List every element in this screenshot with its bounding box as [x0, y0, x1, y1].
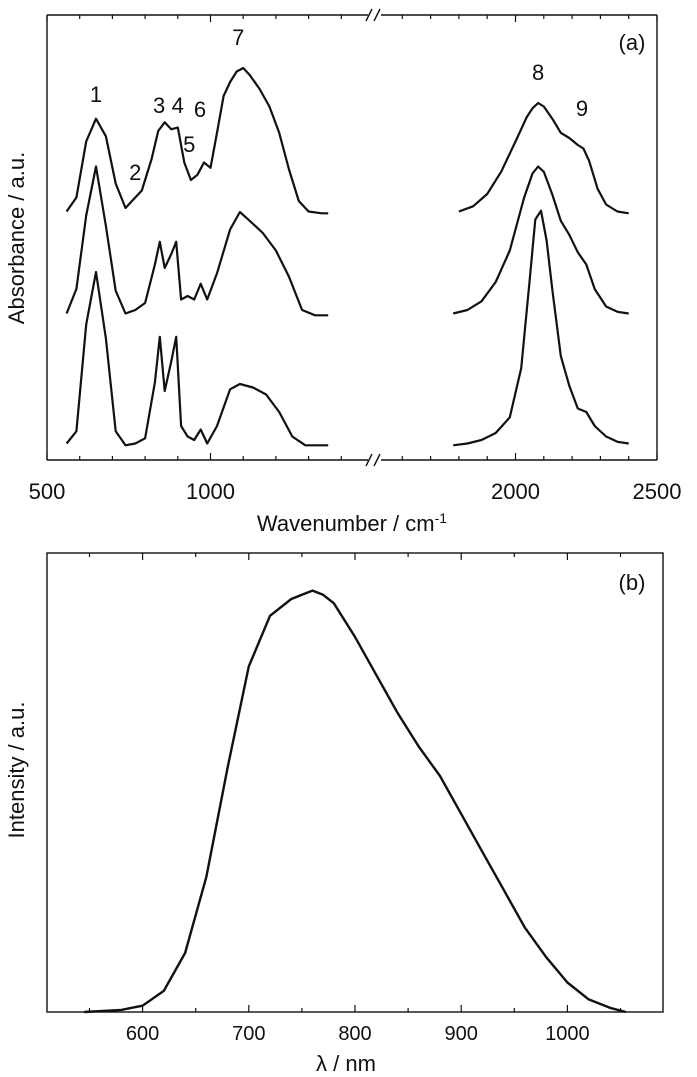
axis-break-top-0 — [365, 8, 373, 22]
peak-label-8: 8 — [532, 60, 544, 85]
x-axis-label-a-sup: -1 — [435, 510, 448, 526]
spectrum-a-2-low — [65, 165, 329, 317]
spectrum-a-3-high — [453, 209, 629, 447]
peak-label-2: 2 — [129, 160, 141, 185]
x-tick-label-a: 500 — [29, 479, 66, 504]
axis-break-bottom-0 — [365, 453, 373, 467]
panel-a: 500 1000 2000 2500 Wavenumber / cm-1 Absorban… — [4, 8, 682, 536]
x-tick-label-b: 1000 — [545, 1023, 590, 1045]
x-axis-label-b: λ / nm — [316, 1051, 376, 1076]
peak-label-5: 5 — [183, 132, 195, 157]
spectrum-a-1-high — [458, 101, 629, 215]
x-axis-label-a: Wavenumber / cm-1 — [257, 510, 447, 536]
x-tick-label-a: 2000 — [491, 479, 540, 504]
spectrum-a-3-low — [65, 270, 329, 447]
spectrum-a-2-high — [452, 165, 629, 315]
x-tick-label-b: 800 — [338, 1023, 371, 1045]
peak-label-1: 1 — [90, 82, 102, 107]
panel-label-b: (b) — [619, 570, 646, 595]
x-tick-label-b: 700 — [232, 1023, 265, 1045]
peak-label-6: 6 — [194, 97, 206, 122]
peak-label-7: 7 — [232, 25, 244, 50]
plot-frame-b — [46, 552, 664, 1013]
emission-spectrum-b — [84, 589, 627, 1014]
axis-break-bottom-1 — [373, 453, 381, 467]
x-tick-label-a: 1000 — [186, 479, 235, 504]
spectrum-a-1-low — [65, 66, 329, 215]
x-tick-label-b: 600 — [126, 1023, 159, 1045]
y-axis-label-a: Absorbance / a.u. — [4, 152, 29, 324]
peak-label-4: 4 — [172, 93, 184, 118]
x-tick-label-b: 900 — [445, 1023, 478, 1045]
y-axis-label-b: Intensity / a.u. — [4, 702, 29, 839]
peak-label-9: 9 — [576, 96, 588, 121]
x-tick-label-a: 2500 — [633, 479, 682, 504]
axis-break-top-1 — [373, 8, 381, 22]
peak-label-3: 3 — [153, 93, 165, 118]
panel-label-a: (a) — [619, 30, 646, 55]
panel-b: 600 700 800 900 1000 λ / nm Intensity / a.u. (b… — [4, 552, 664, 1076]
